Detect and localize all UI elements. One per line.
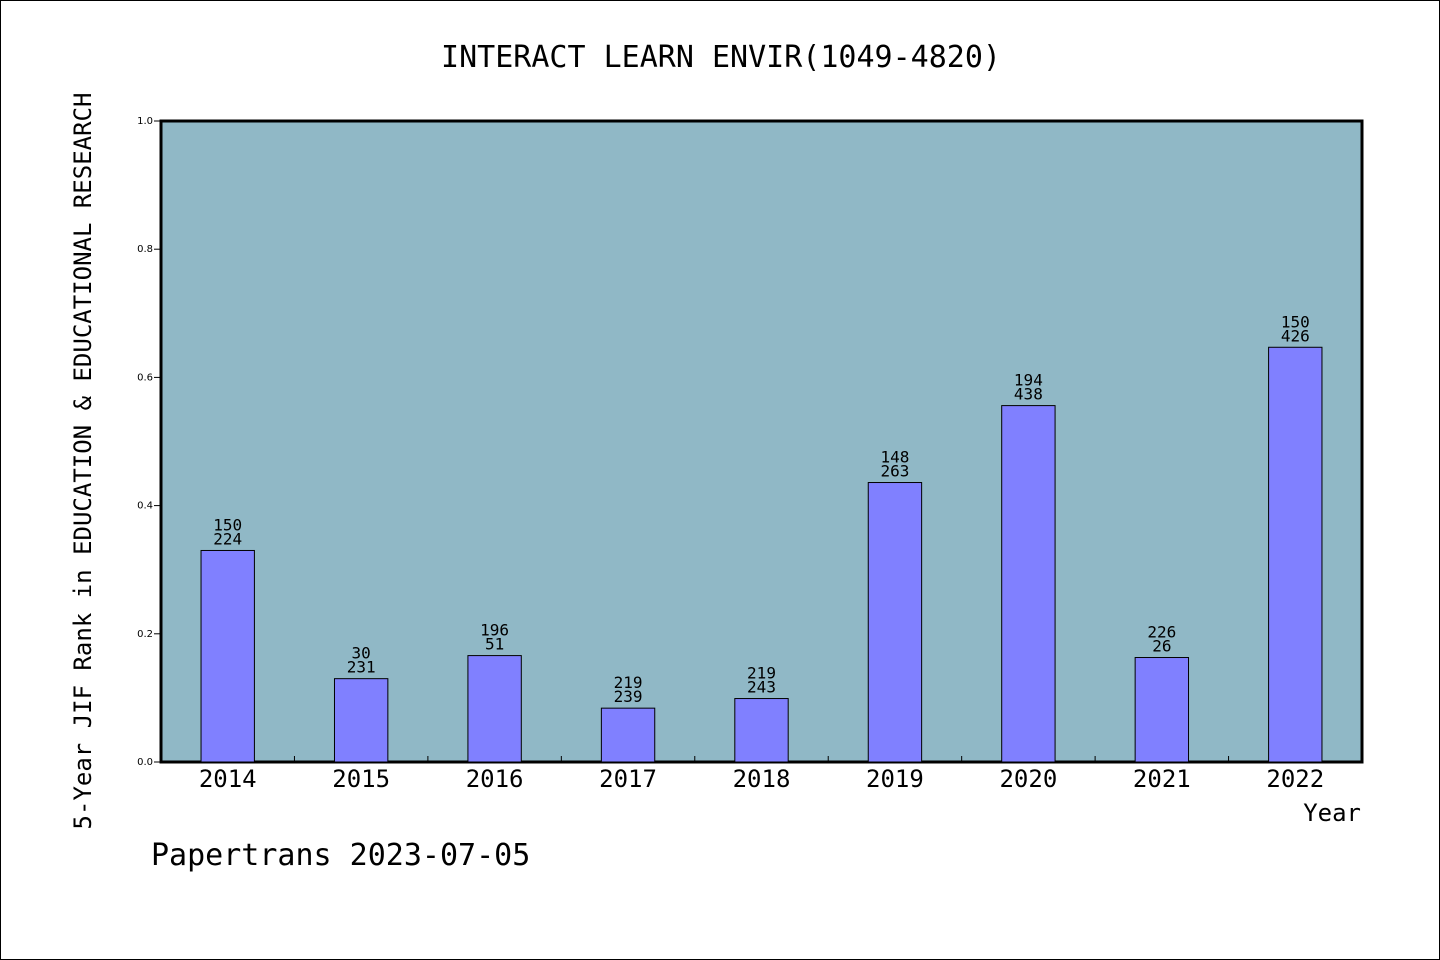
bar-label-bottom: 51 (485, 635, 504, 654)
plot-area (159, 119, 1364, 764)
bar-2022 (1268, 346, 1323, 763)
x-tick-label: 2022 (1266, 765, 1324, 793)
bar-2015 (333, 678, 389, 763)
y-tick-label: 0.8 (137, 244, 153, 255)
bar-label-bottom: 243 (747, 678, 776, 697)
y-tick-label: 0.4 (137, 501, 153, 512)
y-axis-label: 5-Year JIF Rank in EDUCATION & EDUCATION… (69, 93, 97, 830)
x-tick-label: 2018 (733, 765, 791, 793)
bar-label-bottom: 426 (1281, 326, 1310, 345)
x-axis: 2014 2015 2016 2017 2018 2019 2020 2021 2022 (199, 756, 1324, 793)
bar-label-bottom: 224 (213, 529, 242, 548)
bar-2017 (600, 707, 656, 763)
bar-label-top: 150 (1281, 312, 1310, 331)
x-tick-label: 2015 (332, 765, 390, 793)
x-tick-label: 2021 (1133, 765, 1191, 793)
bars-group: 1502243023119651219239219243148263194438… (200, 312, 1323, 763)
y-tick-label: 1.0 (137, 116, 153, 127)
chart-title: INTERACT LEARN ENVIR(1049-4820) (441, 40, 1001, 75)
bar-label-top: 150 (213, 515, 242, 534)
bar-label-top: 196 (480, 621, 509, 640)
x-tick-label: 2014 (199, 765, 257, 793)
x-tick-label: 2016 (466, 765, 524, 793)
bar-label-bottom: 26 (1152, 637, 1171, 656)
bar-2020 (1001, 405, 1056, 763)
bar-label-bottom: 239 (614, 687, 643, 706)
y-tick-label: 0.2 (137, 629, 153, 640)
y-tick-label: 0.0 (137, 757, 153, 768)
bar-label-top: 226 (1147, 623, 1176, 642)
x-tick-label: 2017 (599, 765, 657, 793)
bar-label-top: 219 (747, 664, 776, 683)
footer-text: Papertrans 2023-07-05 (151, 838, 530, 873)
bar-label-bottom: 438 (1014, 385, 1043, 404)
bar-2014 (200, 549, 255, 763)
bar-label-bottom: 263 (880, 462, 909, 481)
x-tick-label: 2019 (866, 765, 924, 793)
y-tick-label: 0.6 (137, 372, 153, 383)
bar-label-top: 219 (614, 673, 643, 692)
bar-label-top: 148 (880, 448, 909, 467)
bar-label-top: 194 (1014, 371, 1043, 390)
bar-2021 (1134, 657, 1190, 763)
bar-2016 (467, 655, 522, 763)
bar-label-top: 30 (352, 644, 371, 663)
bar-2019 (867, 482, 923, 763)
y-axis: 0.0 0.2 0.4 0.6 0.8 1.0 (137, 116, 161, 768)
x-tick-label: 2020 (999, 765, 1057, 793)
bar-label-bottom: 231 (347, 658, 376, 677)
bar-2018 (734, 698, 789, 763)
x-axis-label: Year (1303, 799, 1361, 827)
